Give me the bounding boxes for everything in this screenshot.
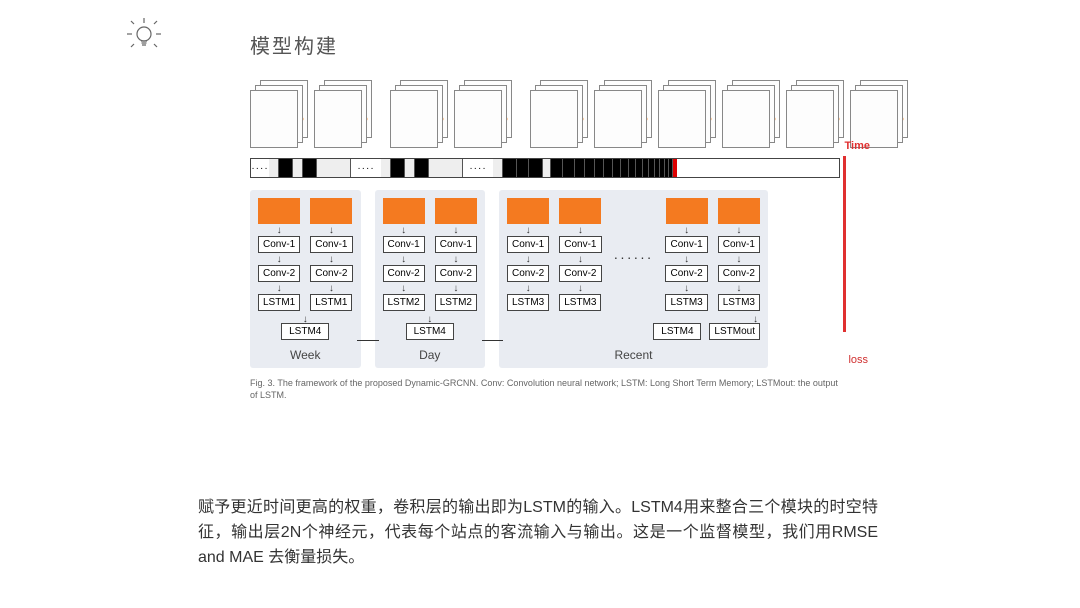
input-block	[383, 198, 425, 224]
module-day: ↓Conv-1↓Conv-2↓LSTM2↓Conv-1↓Conv-2↓LSTM2…	[375, 190, 486, 368]
layer-node: Conv-1	[383, 236, 425, 253]
conv-lstm-column: ↓Conv-1↓Conv-2↓LSTM3	[718, 198, 760, 315]
layer-node: LSTM1	[258, 294, 300, 311]
graph-stack	[786, 80, 844, 152]
module-label: Day	[383, 348, 478, 362]
input-block	[666, 198, 708, 224]
loss-label: loss	[848, 354, 868, 366]
layer-node: LSTM3	[507, 294, 549, 311]
lstm4-connector	[357, 340, 379, 341]
graph-stack	[314, 80, 372, 152]
input-block	[258, 198, 300, 224]
conv-lstm-column: ↓Conv-1↓Conv-2↓LSTM3	[559, 198, 601, 315]
lstm4-node: LSTM4	[406, 323, 454, 340]
input-block	[718, 198, 760, 224]
architecture-figure: Time ············ ↓Conv-1↓Conv-2↓LSTM1↓C…	[250, 80, 840, 401]
page-title: 模型构建	[250, 30, 338, 59]
lightbulb-icon	[124, 14, 164, 54]
layer-node: LSTM2	[435, 294, 477, 311]
graph-stack	[250, 80, 308, 152]
layer-node: LSTM3	[559, 294, 601, 311]
module-recent: ↓Conv-1↓Conv-2↓LSTM3↓Conv-1↓Conv-2↓LSTM3…	[499, 190, 768, 368]
graph-stack	[390, 80, 448, 152]
lstm4-connector	[482, 340, 503, 341]
lstm4-node: LSTM4	[653, 323, 701, 340]
conv-lstm-column: ↓Conv-1↓Conv-2↓LSTM2	[435, 198, 477, 315]
layer-node: Conv-2	[718, 265, 760, 282]
conv-lstm-column: ↓Conv-1↓Conv-2↓LSTM1	[310, 198, 352, 315]
conv-lstm-column: ↓Conv-1↓Conv-2↓LSTM1	[258, 198, 300, 315]
layer-node: Conv-2	[310, 265, 352, 282]
conv-lstm-column: ↓Conv-1↓Conv-2↓LSTM2	[383, 198, 425, 315]
graph-group-day	[390, 80, 512, 152]
module-label: Week	[258, 348, 353, 362]
graph-stacks-row: Time	[250, 80, 840, 152]
layer-node: Conv-2	[258, 265, 300, 282]
lstm4-node: LSTM4	[281, 323, 329, 340]
layer-node: Conv-2	[665, 265, 707, 282]
layer-node: Conv-1	[507, 236, 549, 253]
conv-lstm-column: ↓Conv-1↓Conv-2↓LSTM3	[665, 198, 707, 315]
layer-node: Conv-2	[383, 265, 425, 282]
input-block	[559, 198, 601, 224]
graph-stack	[658, 80, 716, 152]
module-label: Recent	[507, 348, 760, 362]
layer-node: Conv-1	[718, 236, 760, 253]
graph-group-week	[250, 80, 372, 152]
body-paragraph: 赋予更近时间更高的权重，卷积层的输出即为LSTM的输入。LSTM4用来整合三个模…	[198, 496, 878, 570]
layer-node: LSTM1	[310, 294, 352, 311]
graph-stack	[722, 80, 780, 152]
layer-node: Conv-2	[559, 265, 601, 282]
input-block	[310, 198, 352, 224]
layer-node: LSTM3	[718, 294, 760, 311]
graph-stack	[530, 80, 588, 152]
layer-node: LSTM3	[665, 294, 707, 311]
layer-node: Conv-1	[310, 236, 352, 253]
time-label: Time	[845, 140, 870, 152]
module-week: ↓Conv-1↓Conv-2↓LSTM1↓Conv-1↓Conv-2↓LSTM1…	[250, 190, 361, 368]
layer-node: LSTM2	[383, 294, 425, 311]
lstmout-node: LSTMout	[709, 323, 760, 340]
graph-stack	[454, 80, 512, 152]
input-block	[507, 198, 549, 224]
layer-node: Conv-1	[435, 236, 477, 253]
timeline-bar: ············	[250, 158, 840, 178]
loss-red-line	[843, 156, 846, 332]
layer-node: Conv-1	[258, 236, 300, 253]
figure-caption: Fig. 3. The framework of the proposed Dy…	[250, 378, 840, 401]
layer-node: Conv-1	[665, 236, 707, 253]
layer-node: Conv-2	[435, 265, 477, 282]
modules-row: ↓Conv-1↓Conv-2↓LSTM1↓Conv-1↓Conv-2↓LSTM1…	[250, 190, 840, 368]
layer-node: Conv-2	[507, 265, 549, 282]
conv-lstm-column: ↓Conv-1↓Conv-2↓LSTM3	[507, 198, 549, 315]
graph-stack	[594, 80, 652, 152]
layer-node: Conv-1	[559, 236, 601, 253]
input-block	[435, 198, 477, 224]
